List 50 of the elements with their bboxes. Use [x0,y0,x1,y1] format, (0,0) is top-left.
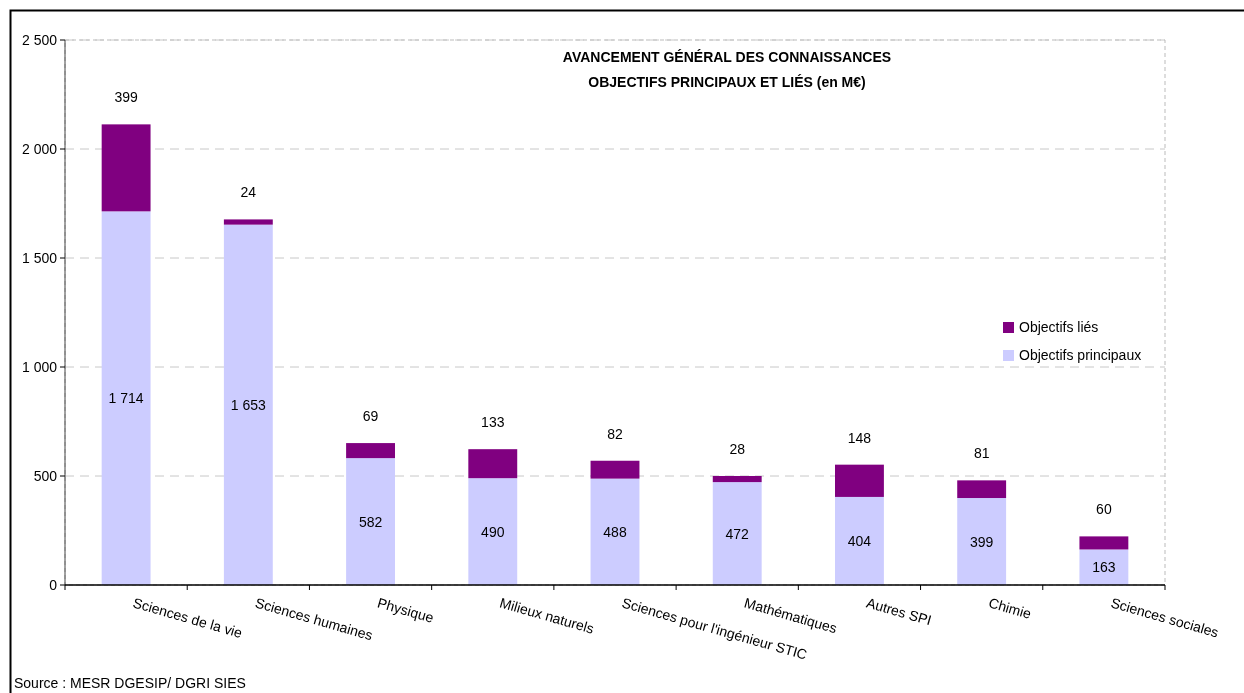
data-label: 133 [481,414,505,431]
y-tick-label: 1 000 [21,359,58,375]
bar [1079,549,1129,585]
bar [346,458,395,585]
bar [468,449,518,479]
bar [101,124,151,212]
source-note: Source : MESR DGESIP/ DGRI SIES [14,675,246,691]
legend-label: Objectifs liés [1019,319,1099,335]
text: OBJECTIFS PRINCIPAUX ET LIÉS (en M€) [588,74,866,90]
y-tick-label: 1 500 [21,250,58,266]
bar [957,480,1007,499]
data-label: 399 [114,89,138,106]
bar [1079,536,1129,550]
y-tick-label: 2 500 [21,32,58,48]
y-tick-label: 2 000 [21,141,58,157]
data-label: 1 714 [108,390,144,407]
data-label: 69 [362,408,379,425]
bar [835,464,884,497]
text: AVANCEMENT GÉNÉRAL DES CONNAISSANCES [562,49,892,65]
x-tick-label: Milieux naturels [497,594,596,637]
data-label: 163 [1092,559,1116,576]
data-label: 28 [729,441,746,457]
data-label: 490 [481,523,505,540]
bar [590,478,640,585]
bar [957,498,1007,585]
bar [590,460,640,479]
data-label: 24 [240,184,257,201]
legend-label: Objectifs principaux [1019,347,1142,363]
data-label: 81 [973,445,990,462]
bar [712,482,762,585]
data-label: 1 653 [230,396,267,413]
x-tick-label: Autres SPI [864,594,934,629]
x-tick-label: Chimie [986,594,1034,622]
data-label: 488 [603,523,627,540]
data-label: 472 [725,525,750,542]
y-tick-label: 500 [33,468,58,484]
data-label: 60 [1096,501,1112,518]
data-label: 399 [969,533,994,550]
bar [712,476,762,483]
bar [101,211,151,585]
data-label: 404 [847,532,872,549]
y-tick-label: 0 [49,577,58,593]
data-label: 82 [607,425,623,442]
bar [346,443,395,459]
data-label: 148 [847,429,872,446]
bar [223,224,273,585]
bar [835,496,884,585]
data-label: 582 [358,513,383,530]
bar [223,219,273,225]
bar [468,478,518,585]
